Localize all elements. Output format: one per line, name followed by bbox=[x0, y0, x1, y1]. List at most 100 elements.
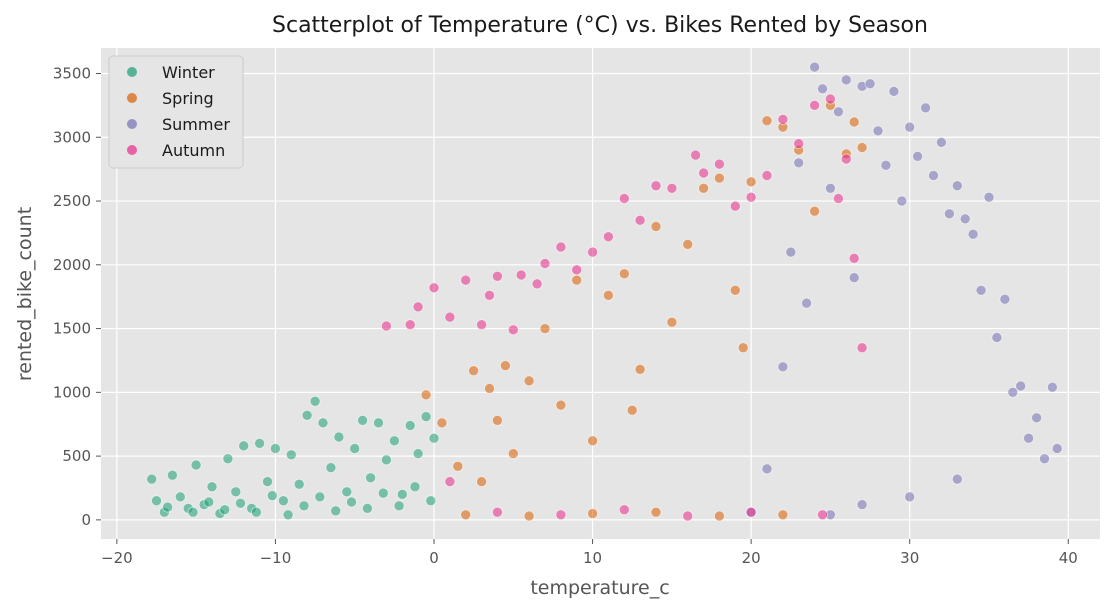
autumn-point bbox=[650, 180, 662, 192]
y-tick-label: 3500 bbox=[53, 65, 91, 83]
winter-point bbox=[393, 500, 405, 512]
summer-point bbox=[944, 208, 955, 220]
winter-point bbox=[301, 409, 313, 421]
summer-point bbox=[840, 74, 852, 86]
y-tick-label: 3000 bbox=[53, 128, 91, 146]
spring-point bbox=[729, 284, 741, 296]
winter-point bbox=[317, 417, 329, 429]
winter-point bbox=[333, 431, 345, 443]
autumn-point bbox=[618, 504, 630, 516]
autumn-point bbox=[404, 319, 416, 331]
autumn-point bbox=[761, 170, 773, 181]
winter-point bbox=[298, 500, 310, 512]
spring-point bbox=[777, 509, 789, 521]
spring-point bbox=[476, 476, 488, 488]
autumn-point bbox=[555, 509, 567, 521]
autumn-point bbox=[833, 193, 844, 204]
spring-point bbox=[587, 435, 598, 447]
autumn-point bbox=[491, 270, 503, 282]
spring-point bbox=[484, 383, 495, 394]
spring-point bbox=[460, 509, 472, 521]
spring-point bbox=[555, 399, 567, 411]
winter-point bbox=[314, 491, 326, 503]
winter-point bbox=[377, 487, 389, 499]
spring-point bbox=[499, 360, 511, 372]
spring-point bbox=[848, 116, 860, 128]
winter-point bbox=[325, 462, 337, 474]
y-tick-label: 1000 bbox=[53, 383, 91, 401]
autumn-point bbox=[603, 231, 614, 243]
autumn-point bbox=[507, 324, 519, 336]
autumn-point bbox=[714, 158, 725, 170]
winter-point bbox=[262, 476, 273, 488]
summer-point bbox=[833, 106, 844, 118]
winter-point bbox=[330, 505, 342, 517]
x-tick-label: 30 bbox=[900, 549, 919, 567]
autumn-point bbox=[531, 278, 543, 290]
winter-point bbox=[412, 448, 424, 460]
summer-point bbox=[936, 136, 947, 148]
summer-point bbox=[1047, 381, 1058, 393]
y-axis-label: rented_bike_count bbox=[14, 207, 36, 381]
winter-point bbox=[206, 481, 218, 493]
autumn-point bbox=[555, 241, 567, 253]
spring-point bbox=[507, 448, 519, 460]
spring-point bbox=[698, 182, 709, 194]
winter-point bbox=[190, 459, 202, 471]
winter-point bbox=[219, 504, 231, 516]
summer-point bbox=[777, 361, 789, 373]
spring-point bbox=[650, 506, 662, 518]
summer-point bbox=[1031, 412, 1042, 424]
spring-point bbox=[523, 375, 535, 387]
autumn-point bbox=[618, 193, 630, 204]
y-tick-label: 2000 bbox=[53, 256, 91, 274]
winter-point bbox=[425, 495, 437, 507]
autumn-point bbox=[571, 264, 583, 276]
spring-point bbox=[737, 342, 749, 354]
winter-point bbox=[146, 473, 158, 485]
winter-point bbox=[428, 432, 440, 444]
legend-marker-spring bbox=[127, 93, 137, 103]
autumn-point bbox=[444, 476, 456, 488]
winter-point bbox=[277, 495, 289, 507]
summer-point bbox=[872, 125, 884, 137]
winter-point bbox=[349, 443, 361, 454]
autumn-point bbox=[380, 320, 392, 332]
y-tick-label: 2500 bbox=[53, 192, 91, 210]
spring-point bbox=[809, 205, 820, 217]
winter-point bbox=[285, 449, 297, 461]
autumn-point bbox=[634, 214, 646, 226]
winter-point bbox=[361, 502, 373, 514]
winter-point bbox=[357, 414, 369, 426]
spring-point bbox=[523, 510, 535, 522]
x-tick-label: 10 bbox=[583, 549, 602, 567]
spring-point bbox=[714, 510, 725, 522]
spring-point bbox=[714, 172, 725, 184]
winter-point bbox=[373, 417, 384, 429]
spring-point bbox=[603, 289, 614, 301]
summer-point bbox=[761, 463, 773, 475]
winter-point bbox=[269, 443, 281, 454]
winter-point bbox=[230, 486, 242, 498]
spring-point bbox=[571, 274, 583, 286]
winter-point bbox=[282, 509, 294, 521]
summer-point bbox=[1051, 443, 1063, 454]
spring-point bbox=[468, 365, 480, 377]
summer-point bbox=[809, 61, 820, 73]
y-tick-label: 1500 bbox=[53, 320, 91, 338]
data-points bbox=[146, 61, 1063, 522]
spring-point bbox=[626, 404, 638, 416]
summer-point bbox=[785, 246, 797, 258]
y-tick-label: 0 bbox=[81, 511, 91, 529]
legend-marker-summer bbox=[127, 119, 137, 129]
winter-point bbox=[420, 411, 432, 423]
spring-point bbox=[745, 176, 757, 188]
legend-marker-autumn bbox=[127, 145, 137, 155]
autumn-point bbox=[848, 252, 860, 264]
autumn-point bbox=[745, 506, 757, 518]
spring-point bbox=[539, 323, 551, 335]
legend-label-winter: Winter bbox=[162, 63, 215, 82]
autumn-point bbox=[484, 289, 495, 301]
summer-point bbox=[1039, 453, 1050, 465]
